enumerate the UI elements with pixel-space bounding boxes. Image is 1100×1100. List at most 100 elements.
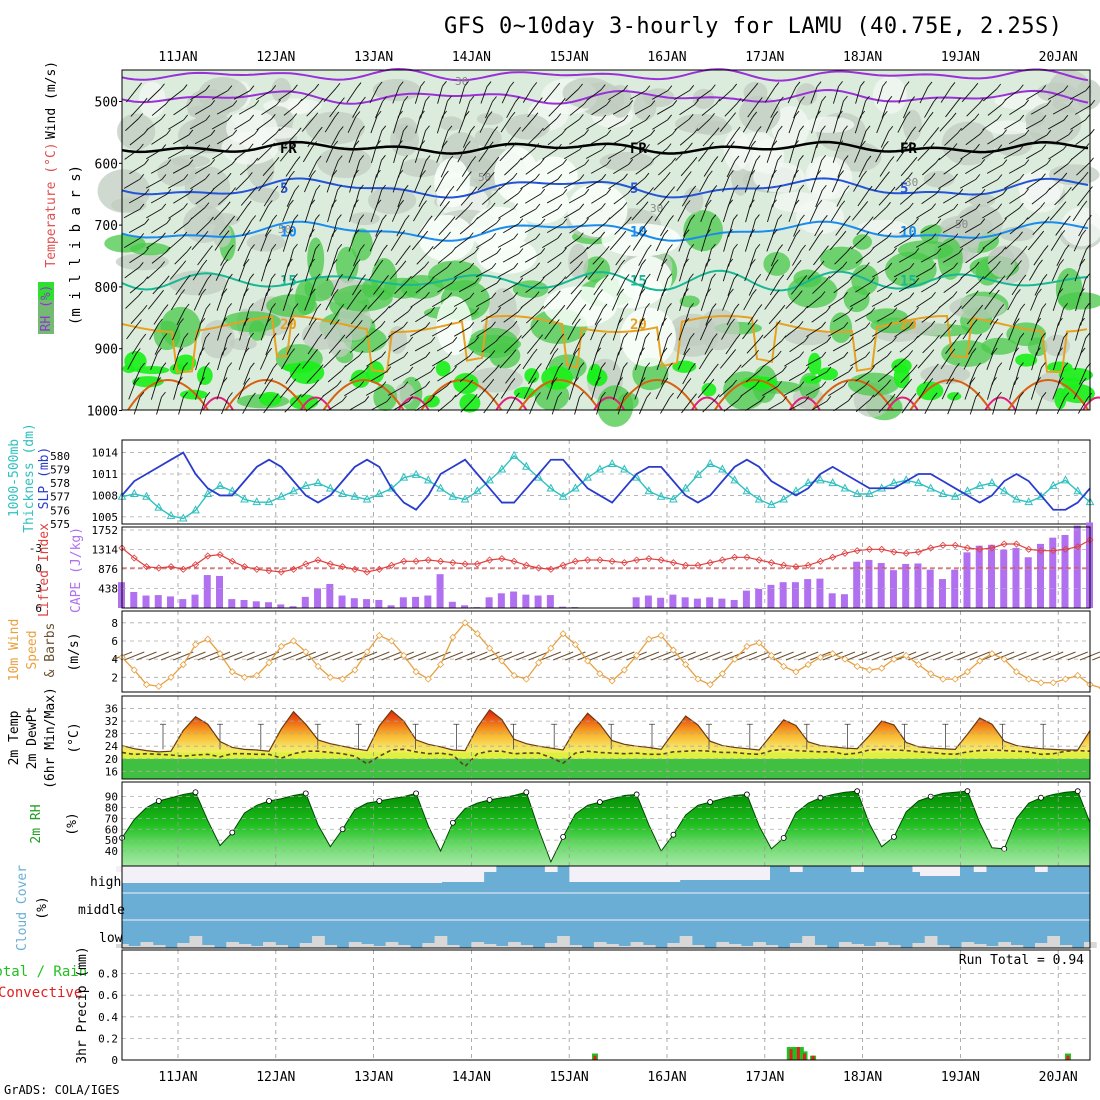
wind-barb-flag [139,391,145,398]
wind-barb-flag [999,304,1005,310]
wind-barb-flag [882,110,888,117]
wind-barb-flag [623,114,629,121]
wind-barb [854,115,862,134]
wind-barb-flag [183,332,189,339]
thickness-point [399,472,409,481]
wind-barb [706,249,712,267]
wind-barb [704,338,714,355]
wind-barb-flag [166,218,171,224]
wind-barb-flag [574,347,580,354]
wind-barb [987,382,993,400]
wind-barb [677,353,687,370]
wind-barb-flag [997,362,1003,368]
wind10m-barb [577,651,598,661]
wind-barb [236,205,248,221]
wind10m-barb [320,651,341,661]
cloud-low-bar [667,943,681,948]
wind-barb [244,308,250,326]
wind-barb-flag [952,143,958,149]
wind-barb [437,370,453,382]
wind-barb-flag [731,349,737,355]
wind-barb [235,177,249,191]
wind-barb [1079,249,1087,267]
rh2m-title: 2m RH [29,804,44,843]
wind-barb-flag [447,125,453,132]
wind-barb-flag [183,203,188,209]
wind-barb [611,293,621,311]
wind-barb-flag [491,232,497,239]
wind-barb-flag [186,246,192,252]
wind-barb [722,293,730,311]
wind-barb-flag [210,99,216,106]
precip-tick-label: 0.2 [98,1032,118,1045]
wind-barb [764,294,776,310]
wind-barb [432,267,448,279]
wind-barb-flag [906,141,912,148]
wind-barb-flag [332,169,338,176]
wind-barb [1058,308,1064,326]
wind-barb-flag [848,336,854,343]
wind-barb [369,234,379,252]
wind-barb-flag [997,144,1003,150]
wind-barb [1003,149,1021,159]
wind-barb-flag [707,170,713,177]
cape-bar [412,596,420,608]
cape-tick-label: 1314 [92,544,119,557]
wind-barb [263,190,275,207]
wind-barb [189,119,207,130]
wind10m-barb [736,651,758,661]
wind-barb-flag [847,246,852,252]
wind-barb-flag [777,214,783,220]
wind-barb-flag [579,203,585,210]
wind-barb-flag [799,125,805,132]
wind-barb [614,221,628,235]
wind-barb-flag [223,259,229,265]
rh-shading [183,204,225,243]
wind-barb-flag [750,199,755,206]
wind-barb-flag [231,187,236,193]
wind-barb [770,249,780,267]
wind10m-point [682,661,690,669]
wind-barb-flag [958,188,964,195]
wind-barb-flag [513,262,519,269]
wind-barb-flag [229,244,234,251]
wind-barb-flag [911,393,917,399]
wind-barb-flag [816,81,822,87]
wind-barb [674,89,690,101]
wind-barb [256,118,272,131]
wind-barb [785,295,799,310]
rh-shading-high [1058,367,1094,383]
rh-legend-swatch-grey [38,300,54,334]
wind-barb-flag [518,248,524,254]
wind-barb-flag [838,110,843,117]
isotherm-30 [593,396,626,411]
wind10m-point [486,644,494,652]
wind-barb [630,148,646,160]
wind-barb [832,341,850,352]
cloud-low-bar [936,945,950,948]
lifted-axis-label: Lifted Index [37,523,52,617]
wind-barb-flag [581,304,587,310]
wind-barb [987,134,1003,145]
wind-barb [939,324,953,339]
wind-barb-flag [249,273,255,280]
wind-barb-flag [694,99,699,106]
wind-barb [221,278,229,296]
wind-barb-flag [266,258,271,265]
cape-bar [546,595,554,608]
wind-barb-flag [315,214,320,220]
wind10m-point [669,646,677,654]
cape-bar [338,595,346,608]
wind-barb-flag [795,81,801,88]
wind-barb-flag [1002,129,1007,135]
isotherm-label: 10 [280,224,297,240]
wind-barb [1034,279,1044,296]
cloud-high-gap [789,866,803,872]
wind-barb [547,281,563,294]
wind-barb-flag [584,159,590,165]
wind-barb-flag [496,277,502,284]
wind-barb [505,132,517,147]
wind-barb-flag [296,127,302,134]
wind-barb-flag [444,170,449,177]
wind-barb-flag [449,185,455,192]
